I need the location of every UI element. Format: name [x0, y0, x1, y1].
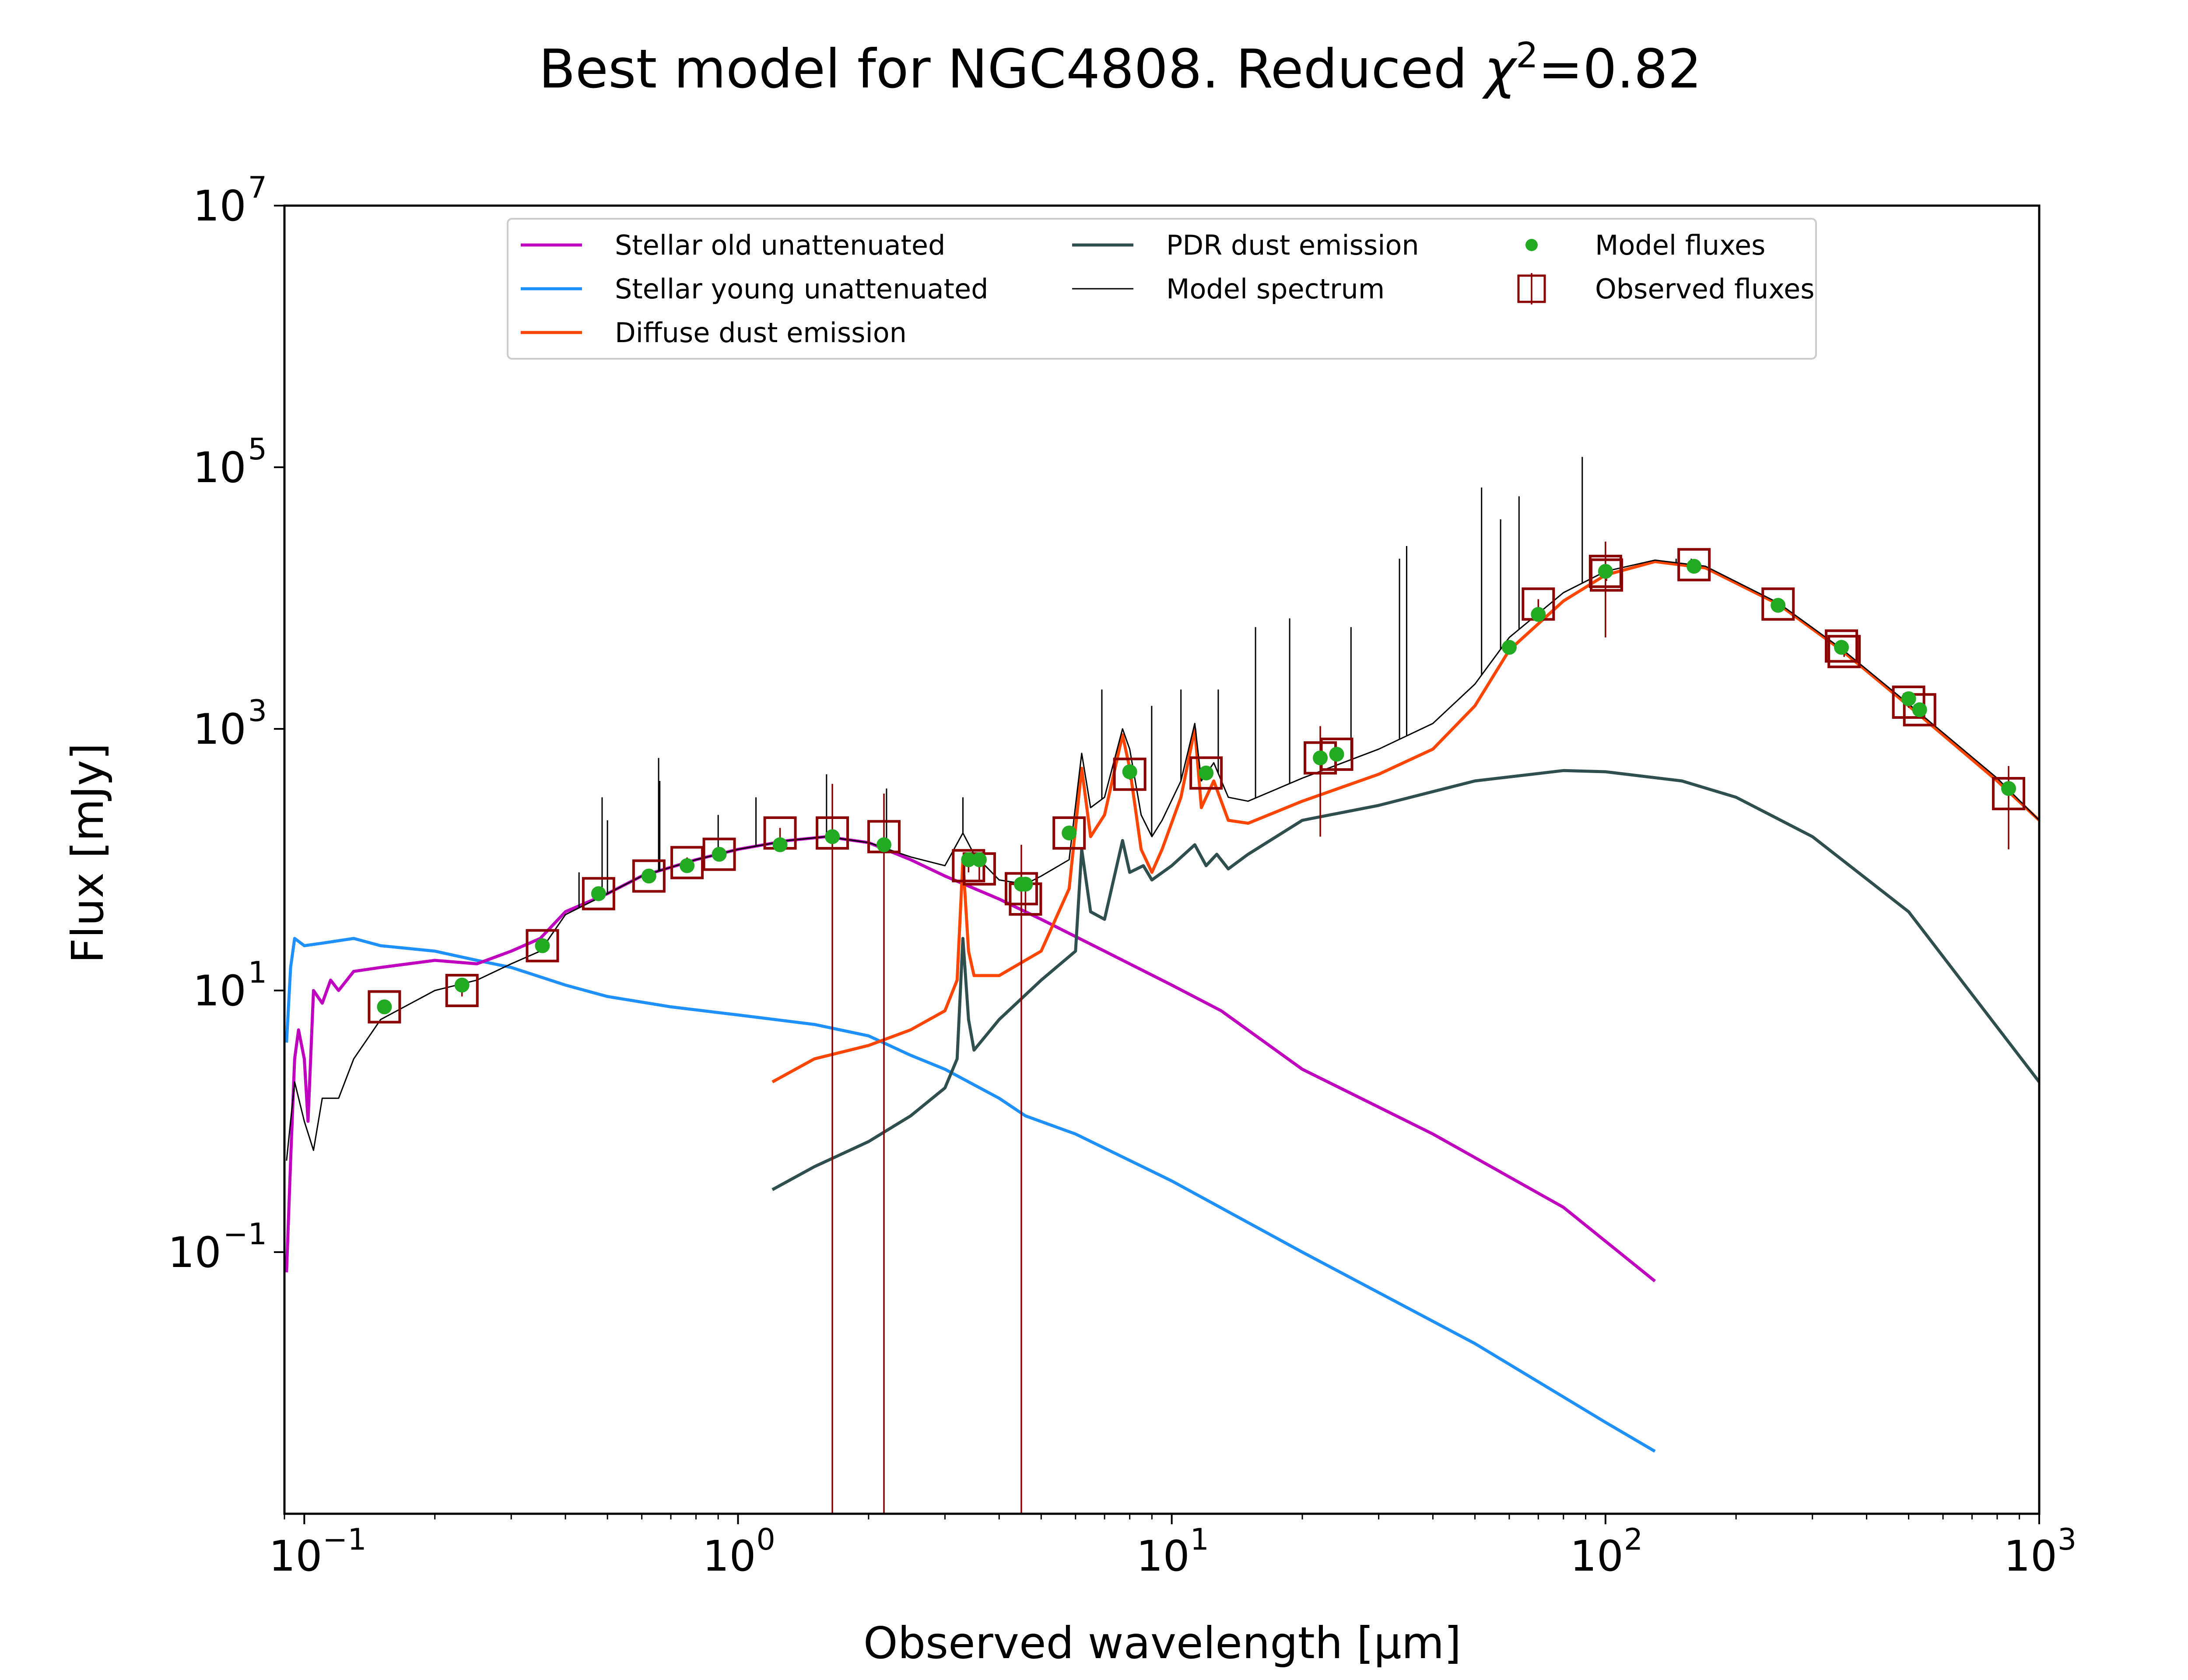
plot-area — [284, 206, 2039, 1514]
observed-flux-marker — [1892, 685, 1925, 719]
legend-label-model-fluxes: Model fluxes — [1595, 229, 1765, 261]
plot-frame — [283, 204, 2041, 1515]
observed-flux-marker — [1052, 816, 1086, 850]
y-tick-exponent: 3 — [248, 694, 267, 728]
legend-label-stellar-young: Stellar young unattenuated — [615, 273, 988, 305]
observed-flux-marker — [1589, 558, 1623, 592]
observed-flux-marker — [1825, 629, 1858, 663]
observed-flux-marker — [1827, 635, 1861, 668]
model-flux-point — [877, 837, 892, 852]
x-axis-label: Observed wavelength [μm] — [863, 1617, 1461, 1669]
legend-label-model-spectrum: Model spectrum — [1166, 273, 1385, 305]
x-tick-exponent: 1 — [1190, 1522, 1209, 1557]
legend-label-observed-fluxes: Observed fluxes — [1595, 273, 1815, 305]
series-diffuse-dust — [771, 560, 2039, 1084]
x-tick-label: 10 — [2004, 1532, 2057, 1581]
y-tick-exponent: −1 — [223, 1217, 267, 1252]
series-stellar-young — [285, 937, 1656, 1453]
y-tick-label: 10 — [193, 443, 246, 492]
observed-flux-marker — [1761, 587, 1795, 621]
observed-flux-marker — [670, 846, 704, 879]
observed-flux-marker — [1113, 757, 1147, 791]
x-tick-label: 10 — [269, 1532, 322, 1581]
model-flux-point — [961, 852, 976, 867]
y-tick-label: 10 — [168, 1228, 221, 1277]
observed-flux-marker — [1189, 756, 1223, 790]
model-flux-point — [1912, 702, 1927, 718]
observed-flux-marker — [1992, 777, 2026, 810]
observed-flux-marker — [952, 849, 985, 882]
series-layer — [285, 457, 2039, 1453]
x-tick-label: 10 — [1570, 1532, 1623, 1581]
plot-background — [284, 206, 2039, 1514]
model-flux-point — [591, 886, 606, 901]
observed-flux-marker — [1677, 548, 1711, 581]
model-flux-point — [712, 847, 727, 862]
legend-label-pdr-dust: PDR dust emission — [1166, 229, 1419, 261]
legend: Stellar old unattenuated Stellar young un… — [507, 218, 1817, 360]
observed-flux-marker — [582, 877, 615, 910]
model-flux-point — [454, 977, 470, 993]
y-tick-exponent: 7 — [248, 171, 267, 205]
y-tick-exponent: 1 — [248, 956, 267, 990]
model-flux-point — [1313, 750, 1328, 766]
y-tick-label: 10 — [193, 966, 246, 1015]
x-tick-exponent: 3 — [2058, 1522, 2076, 1557]
model-flux-point — [1122, 764, 1137, 780]
y-axis-label: Flux [mJy] — [62, 743, 113, 963]
model-flux-point — [1329, 746, 1344, 762]
model-flux-point — [641, 868, 656, 884]
legend-label-stellar-old: Stellar old unattenuated — [615, 229, 945, 261]
model-flux-point — [1062, 825, 1077, 840]
observed-flux-marker — [368, 990, 401, 1024]
legend-label-diffuse-dust: Diffuse dust emission — [615, 317, 907, 349]
model-flux-point — [377, 999, 392, 1015]
model-flux-point — [1018, 876, 1033, 892]
model-flux-point — [1687, 559, 1702, 574]
model-flux-point — [772, 837, 788, 852]
model-flux-point — [1501, 640, 1517, 655]
model-flux-point — [680, 858, 695, 873]
x-tick-label: 10 — [1136, 1532, 1190, 1581]
model-flux-point — [1598, 564, 1613, 579]
model-flux-point — [2001, 781, 2016, 796]
model-flux-point — [825, 829, 840, 844]
legend-swatch-model-fluxes — [1525, 239, 1538, 251]
x-tick-label: 10 — [702, 1532, 756, 1581]
model-flux-point — [1531, 607, 1546, 622]
model-flux-point — [1199, 765, 1214, 780]
legend-swatch-observed-fluxes — [1517, 274, 1546, 303]
model-flux-point — [1901, 691, 1916, 707]
model-flux-point — [1771, 598, 1786, 613]
observed-flux-marker — [816, 816, 849, 850]
series-pdr-dust — [771, 769, 2039, 1191]
x-tick-exponent: 2 — [1624, 1522, 1643, 1557]
observed-flux-marker — [632, 859, 666, 893]
x-tick-exponent: −1 — [323, 1522, 366, 1557]
y-tick-label: 10 — [193, 182, 246, 231]
markers-layer — [368, 542, 2026, 1514]
x-tick-exponent: 0 — [757, 1522, 775, 1557]
model-flux-point — [535, 938, 550, 953]
observed-flux-marker — [702, 837, 736, 871]
y-tick-exponent: 5 — [248, 432, 267, 467]
observed-flux-marker — [526, 929, 559, 962]
observed-flux-marker — [1004, 872, 1038, 906]
model-flux-point — [971, 852, 987, 867]
legend-box — [507, 218, 1817, 360]
observed-flux-marker — [1903, 693, 1936, 727]
model-flux-point — [1834, 640, 1849, 655]
chart-title: Best model for NGC4808. Reduced χ2=0.82 — [539, 35, 1702, 100]
y-tick-label: 10 — [193, 705, 246, 754]
observed-flux-marker — [445, 974, 479, 1007]
